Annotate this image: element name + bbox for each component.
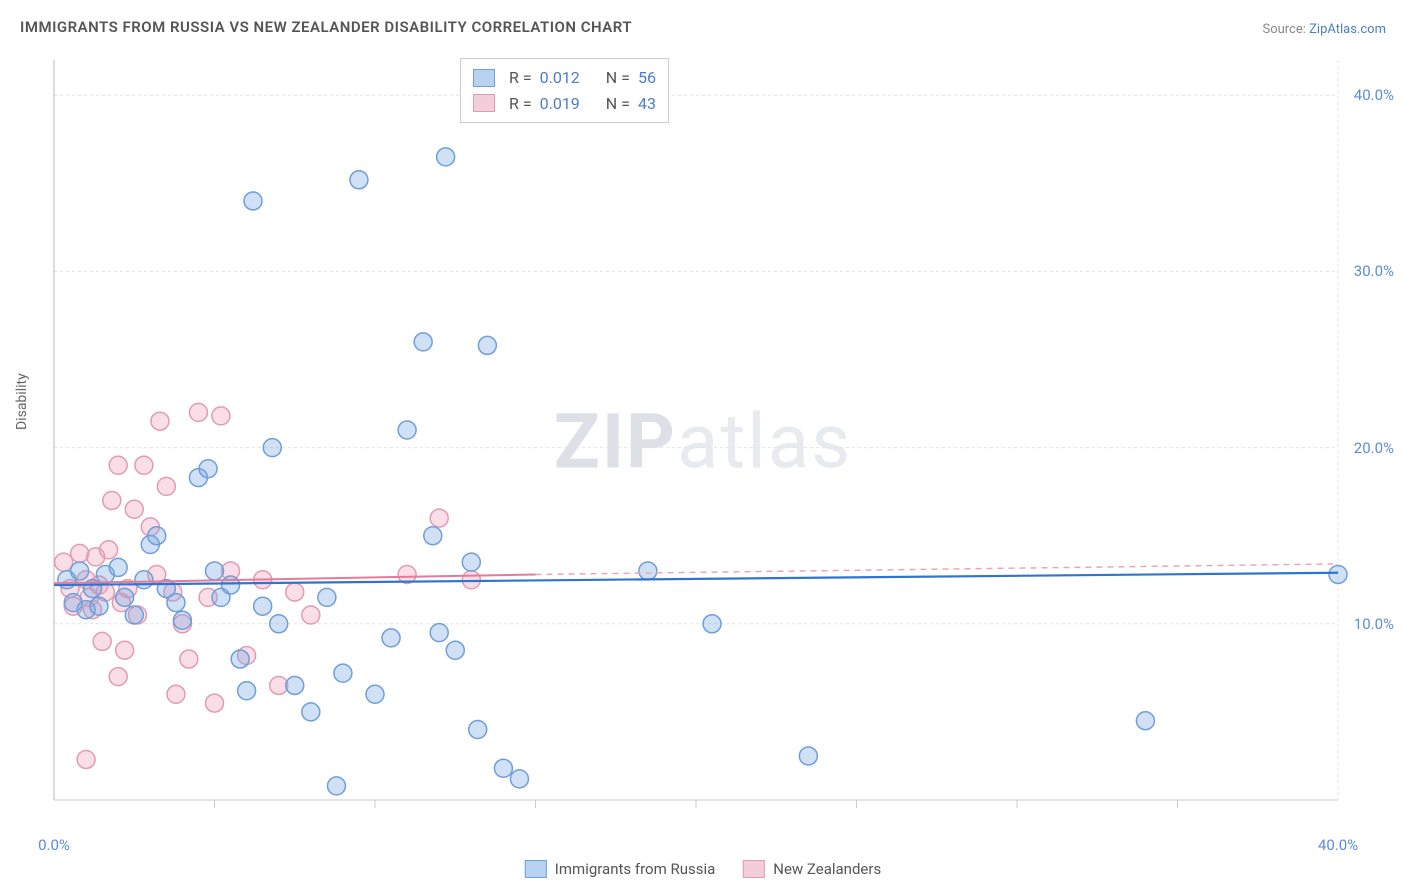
source-attribution: Source: ZipAtlas.com <box>1262 22 1386 37</box>
legend-swatch-series-0 <box>525 860 547 878</box>
chart-title: IMMIGRANTS FROM RUSSIA VS NEW ZEALANDER … <box>20 18 632 36</box>
y-tick-label: 20.0% <box>1354 439 1394 457</box>
legend-label-1: New Zealanders <box>773 860 881 878</box>
scatter-plot <box>48 50 1358 830</box>
legend-stats-row-1: R = 0.019 N = 43 <box>473 91 656 117</box>
legend-series: Immigrants from Russia New Zealanders <box>525 860 881 878</box>
r-value-1: 0.019 <box>540 91 580 117</box>
legend-item-1: New Zealanders <box>743 860 881 878</box>
source-prefix: Source: <box>1262 22 1309 37</box>
legend-item-0: Immigrants from Russia <box>525 860 715 878</box>
x-tick-label: 40.0% <box>1318 836 1358 854</box>
n-value-1: 43 <box>638 91 656 117</box>
legend-swatch-series-1 <box>743 860 765 878</box>
source-link[interactable]: ZipAtlas.com <box>1309 22 1386 37</box>
legend-label-0: Immigrants from Russia <box>555 860 715 878</box>
y-tick-label: 40.0% <box>1354 86 1394 104</box>
r-label: R = <box>509 91 532 117</box>
y-tick-label: 10.0% <box>1354 615 1394 633</box>
y-axis-label: Disability <box>14 373 30 430</box>
legend-swatch-0 <box>473 69 495 87</box>
x-tick-label: 0.0% <box>38 836 70 854</box>
r-label: R = <box>509 65 532 91</box>
n-label: N = <box>606 91 630 117</box>
n-label: N = <box>606 65 630 91</box>
legend-swatch-1 <box>473 94 495 112</box>
legend-stats-row-0: R = 0.012 N = 56 <box>473 65 656 91</box>
legend-stats: R = 0.012 N = 56 R = 0.019 N = 43 <box>460 58 669 123</box>
n-value-0: 56 <box>638 65 656 91</box>
r-value-0: 0.012 <box>540 65 580 91</box>
y-tick-label: 30.0% <box>1354 262 1394 280</box>
